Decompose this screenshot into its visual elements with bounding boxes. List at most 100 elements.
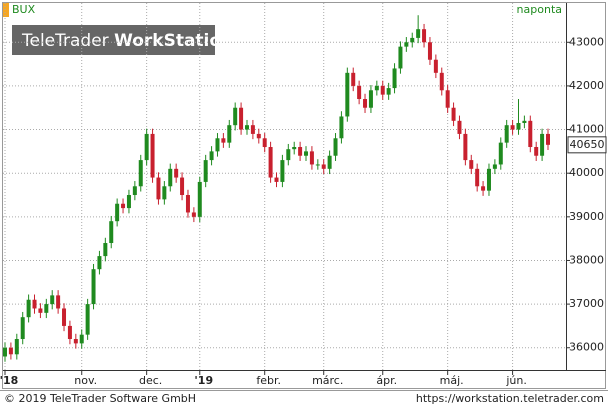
x-tick-label: márc.	[312, 374, 343, 387]
candle-body	[109, 221, 114, 244]
candle-body	[516, 123, 521, 130]
candle-body	[386, 88, 391, 95]
candle-body	[433, 59, 438, 73]
candle-body	[3, 347, 7, 357]
last-price-label: 40650	[570, 138, 605, 151]
candle-body	[357, 85, 362, 100]
candle-body	[380, 85, 385, 95]
candle-body	[233, 107, 238, 126]
candle-body	[209, 151, 214, 161]
candle-body	[197, 181, 202, 217]
candle-body	[73, 339, 78, 344]
x-tick-label: dec.	[139, 374, 162, 387]
candle-body	[374, 85, 379, 91]
candle-body	[368, 90, 373, 108]
watermark-part: WorkStation	[114, 31, 233, 51]
watermark-part: TeleTrader	[21, 31, 109, 51]
candle-body	[280, 160, 285, 182]
candle-body	[38, 308, 43, 313]
y-tick-label: 38000	[569, 253, 604, 266]
candle-body	[150, 133, 155, 178]
candle-body	[315, 164, 320, 166]
candle-body	[309, 151, 314, 165]
candle-body	[422, 29, 427, 43]
candle-body	[416, 29, 421, 38]
copyright: © 2019 TeleTrader Software GmbH	[4, 392, 196, 405]
candle-body	[504, 125, 509, 143]
period-label: naponta	[517, 3, 562, 16]
last-price-box	[567, 136, 607, 154]
symbol-title: BUX	[12, 3, 36, 16]
candle-body	[244, 125, 249, 130]
candle-body	[62, 308, 67, 326]
candle-body	[215, 138, 220, 152]
candle-body	[445, 90, 450, 108]
candle-body	[121, 203, 126, 209]
candle-body	[327, 155, 332, 169]
candle-body	[534, 147, 539, 156]
candle-body	[540, 133, 545, 156]
candle-body	[510, 125, 515, 130]
candle-body	[363, 99, 368, 108]
candle-body	[67, 325, 72, 340]
candle-body	[227, 125, 232, 143]
candle-body	[286, 149, 291, 161]
y-tick-label: 39000	[569, 210, 604, 223]
candle-body	[221, 138, 226, 143]
y-tick-label: 40000	[569, 166, 604, 179]
candle-body	[97, 256, 102, 270]
candle-body	[185, 195, 190, 213]
candle-body	[457, 120, 462, 134]
candle-body	[103, 243, 108, 257]
candle-body	[262, 138, 267, 148]
candle-body	[132, 186, 137, 196]
watermark-box	[12, 25, 215, 55]
candle-body	[115, 203, 120, 222]
candle-body	[463, 133, 468, 161]
candle-body	[50, 295, 55, 305]
watermark-text: TeleTrader WorkStation	[21, 31, 233, 51]
candle-body	[191, 212, 196, 217]
candle-body	[79, 334, 84, 344]
candle-body	[268, 147, 273, 178]
candle-body	[481, 186, 486, 191]
candle-body	[292, 147, 297, 150]
candle-body	[126, 195, 131, 209]
candle-body	[351, 72, 356, 86]
candle-body	[298, 147, 303, 156]
candle-body	[475, 168, 480, 187]
candle-body	[321, 164, 326, 169]
candle-body	[138, 160, 143, 187]
candle-body	[392, 68, 397, 89]
candle-body	[8, 347, 13, 355]
candle-body	[156, 177, 161, 200]
source-url: https://workstation.teletrader.com	[416, 392, 604, 405]
candle-body	[546, 133, 550, 145]
candle-body	[498, 142, 503, 165]
y-tick-label: 36000	[569, 341, 604, 354]
symbol-marker	[3, 3, 9, 17]
candle-body	[20, 317, 25, 340]
candle-body	[85, 304, 90, 335]
candle-body	[180, 177, 185, 196]
candle-body	[14, 339, 19, 355]
candle-body	[333, 138, 338, 156]
candle-body	[345, 72, 350, 117]
candle-body	[56, 295, 61, 309]
y-tick-label: 43000	[569, 35, 604, 48]
candle-body	[174, 168, 179, 178]
candle-body	[91, 269, 96, 305]
candle-body	[162, 186, 167, 200]
candle-body	[304, 151, 309, 156]
candle-body	[469, 160, 474, 169]
candle-body	[144, 133, 149, 161]
x-tick-label: '19	[194, 374, 213, 387]
y-tick-label: 41000	[569, 123, 604, 136]
candle-body	[492, 164, 497, 169]
candle-body	[203, 160, 208, 182]
candle-body	[256, 133, 261, 139]
candle-body	[274, 177, 279, 182]
candle-body	[528, 120, 533, 148]
candle-body	[398, 46, 403, 69]
